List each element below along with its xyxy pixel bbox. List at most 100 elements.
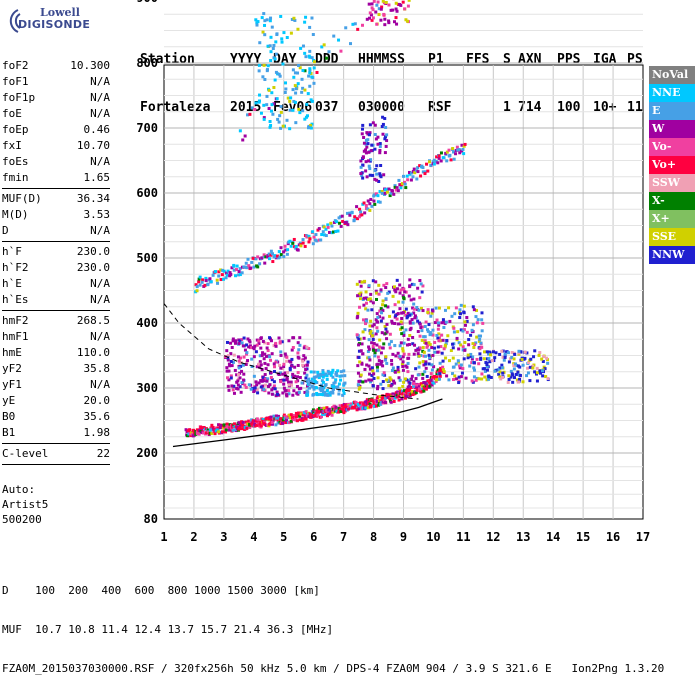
echo-point [425, 346, 428, 349]
echo-point [357, 372, 360, 375]
echo-point [477, 318, 480, 321]
echo-point [413, 283, 416, 286]
echo-point [375, 164, 378, 167]
echo-point [365, 146, 368, 149]
y-tick-label: 200 [136, 446, 158, 460]
echo-point [304, 55, 307, 58]
echo-point [312, 82, 315, 85]
echo-point [418, 366, 421, 369]
echo-point [408, 284, 411, 287]
echo-point [507, 374, 510, 377]
echo-point [307, 92, 310, 95]
echo-point [253, 375, 256, 378]
echo-point [438, 307, 441, 310]
echo-point [398, 399, 401, 402]
echo-point [460, 363, 463, 366]
echo-point [282, 125, 285, 128]
echo-point [285, 356, 288, 359]
echo-point [403, 297, 406, 300]
echo-point [265, 367, 268, 370]
echo-point [362, 156, 365, 159]
echo-point [290, 245, 293, 248]
echo-point [308, 85, 311, 88]
echo-point [275, 71, 278, 74]
echo-point [282, 363, 285, 366]
echo-point [451, 343, 454, 346]
echo-point [507, 381, 510, 384]
echo-point [545, 357, 548, 360]
echo-point [478, 347, 481, 350]
echo-point [412, 382, 415, 385]
echo-point [269, 59, 272, 62]
echo-point [298, 111, 301, 114]
profile-solid-line [173, 399, 442, 446]
legend-item-vo-: Vo- [649, 138, 695, 156]
echo-point [379, 19, 382, 22]
echo-point [258, 41, 261, 44]
echo-point [318, 227, 321, 230]
legend-item-vo-: Vo+ [649, 156, 695, 174]
echo-point [392, 193, 395, 196]
echo-point [287, 339, 290, 342]
echo-point [382, 173, 385, 176]
echo-point [384, 355, 387, 358]
echo-point [303, 346, 306, 349]
echo-point [368, 209, 371, 212]
echo-point [328, 231, 331, 234]
echo-point [402, 369, 405, 372]
echo-point [373, 203, 376, 206]
echo-point [376, 316, 379, 319]
echo-point [395, 16, 398, 19]
echo-point [240, 370, 243, 373]
echo-point [308, 237, 311, 240]
echo-point [398, 307, 401, 310]
echo-point [236, 265, 239, 268]
echo-point [402, 381, 405, 384]
echo-point [290, 358, 293, 361]
echo-point [411, 318, 414, 321]
echo-point [368, 365, 371, 368]
footer-line1: D 100 200 400 600 800 1000 1500 3000 [km… [2, 584, 664, 597]
echo-point [461, 372, 464, 375]
echo-point [336, 369, 339, 372]
echo-point [253, 108, 256, 111]
echo-point [453, 374, 456, 377]
echo-point [293, 366, 296, 369]
echo-point [291, 109, 294, 112]
echo-point [402, 360, 405, 363]
echo-point [267, 363, 270, 366]
echo-point [342, 389, 345, 392]
echo-point [369, 320, 372, 323]
echo-point [404, 186, 407, 189]
echo-point [255, 350, 258, 353]
echo-point [341, 394, 344, 397]
echo-point [361, 342, 364, 345]
x-tick-label: 11 [456, 530, 470, 544]
echo-point [398, 3, 401, 6]
echo-point [263, 118, 266, 121]
echo-point [284, 91, 287, 94]
echo-point [227, 370, 230, 373]
echo-point [279, 75, 282, 78]
echo-point [226, 376, 229, 379]
echo-point [269, 359, 272, 362]
echo-point [359, 297, 362, 300]
echo-point [455, 377, 458, 380]
echo-point [385, 145, 388, 148]
echo-point [374, 280, 377, 283]
echo-point [522, 364, 525, 367]
echo-point [436, 161, 439, 164]
echo-point [427, 323, 430, 326]
echo-point [267, 342, 270, 345]
echo-point [361, 132, 364, 135]
echo-point [424, 335, 427, 338]
echo-point [526, 367, 529, 370]
echo-point [379, 145, 382, 148]
echo-point [297, 64, 300, 67]
echo-point [368, 133, 371, 136]
echo-point [356, 333, 359, 336]
echo-point [295, 380, 298, 383]
echo-point [285, 119, 288, 122]
echo-point [369, 293, 372, 296]
